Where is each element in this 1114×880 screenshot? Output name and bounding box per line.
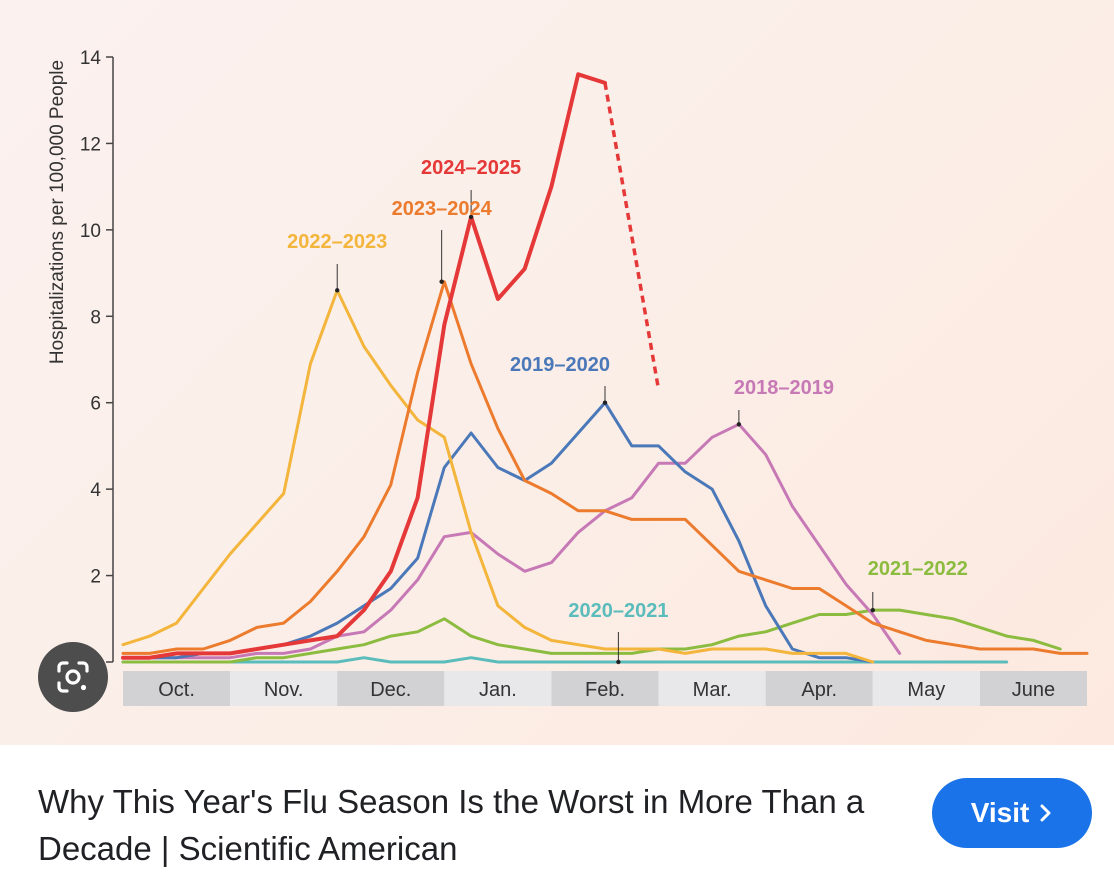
month-band-6 <box>765 671 873 706</box>
peak-dot <box>870 607 875 613</box>
visit-button-label: Visit <box>970 797 1030 828</box>
series-label: 2023–2024 <box>392 198 493 220</box>
series-label: 2024–2025 <box>421 157 521 179</box>
month-label: Mar. <box>693 679 732 701</box>
series-label: 2019–2020 <box>510 354 610 376</box>
chevron-right-icon <box>1039 803 1053 823</box>
series-line-20182019 <box>121 422 902 660</box>
y-tick-label: 10 <box>80 221 101 242</box>
peak-dot <box>736 422 742 427</box>
month-band-3 <box>444 671 552 706</box>
y-tick-label: 2 <box>90 567 101 588</box>
series-line-20242025 <box>121 72 607 660</box>
chart-area: Oct.Nov.Dec.Jan.Feb.Mar.Apr.MayJune02468… <box>0 0 1114 745</box>
month-label: Feb. <box>585 679 625 701</box>
peak-dot <box>335 288 340 293</box>
flu-hospitalization-chart: Oct.Nov.Dec.Jan.Feb.Mar.Apr.MayJune02468… <box>47 48 1089 706</box>
month-band-7 <box>872 671 980 706</box>
month-band-8 <box>979 671 1087 706</box>
series-label: 2022–2023 <box>287 231 387 253</box>
month-band-0 <box>123 671 231 706</box>
month-band-2 <box>337 671 445 706</box>
month-band-4 <box>551 671 659 706</box>
series-line-tail-20212022 <box>1005 634 1062 651</box>
series-label: 2021–2022 <box>868 558 968 580</box>
month-label: Apr. <box>801 679 837 701</box>
visit-button[interactable]: Visit <box>932 778 1092 848</box>
google-lens-icon <box>57 661 89 693</box>
peak-dot <box>602 400 608 405</box>
peak-dot <box>616 659 621 665</box>
y-tick-label: 6 <box>90 394 101 415</box>
series-line-20232024 <box>121 280 1089 655</box>
month-label: Jan. <box>479 679 517 701</box>
google-lens-button[interactable] <box>38 642 108 712</box>
y-tick-label: 8 <box>90 307 101 328</box>
peak-dot <box>468 214 474 220</box>
month-label: June <box>1012 679 1055 701</box>
series-label: 2018–2019 <box>734 377 834 399</box>
series-label: 2020–2021 <box>568 600 668 622</box>
y-axis-label: Hospitalizations per 100,000 People <box>47 60 68 364</box>
month-label: Oct. <box>158 679 195 701</box>
y-tick-label: 12 <box>80 134 101 155</box>
month-label: Dec. <box>370 679 411 701</box>
month-band-1 <box>230 671 338 706</box>
y-tick-label: 14 <box>80 48 102 69</box>
series-line-20192020 <box>121 401 875 664</box>
month-label: Nov. <box>264 679 304 701</box>
y-tick-label: 4 <box>90 480 101 501</box>
series-line-20202021 <box>121 656 1009 664</box>
series-line-20212022 <box>121 608 1009 664</box>
series-line-20222023 <box>121 288 875 664</box>
peak-dot <box>439 279 444 284</box>
result-title[interactable]: Why This Year's Flu Season Is the Worst … <box>38 783 865 867</box>
month-label: May <box>907 679 945 701</box>
month-band-5 <box>658 671 766 706</box>
series-projection-20242025 <box>603 82 661 391</box>
